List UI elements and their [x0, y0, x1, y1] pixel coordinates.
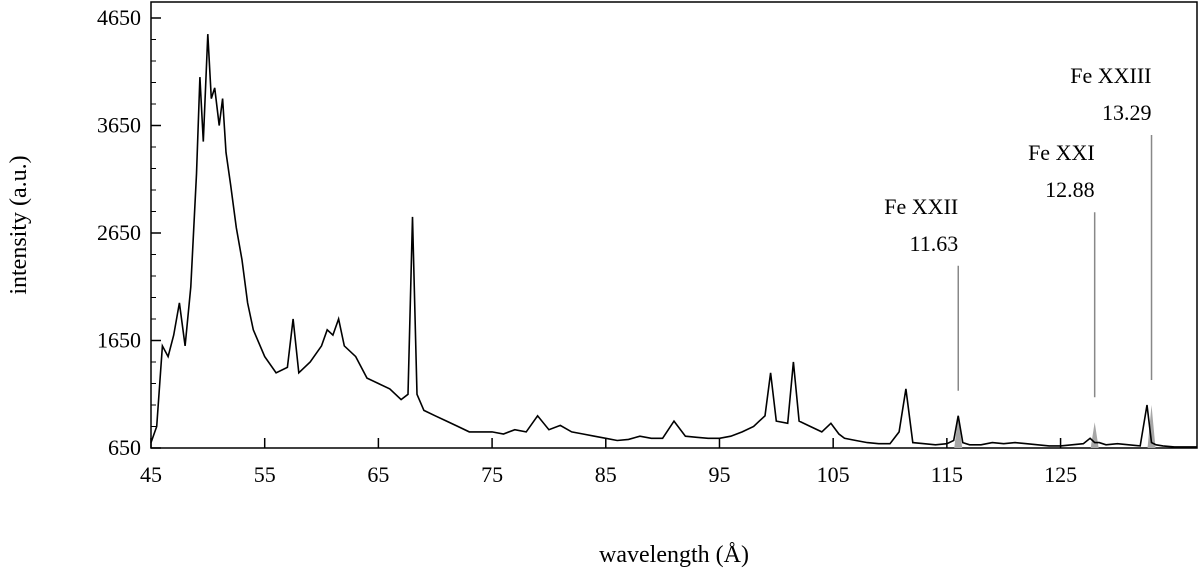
annotation-wavelength: 13.29: [1102, 100, 1152, 125]
annotation-ion-name: Fe XXI: [1028, 140, 1095, 165]
spectrum-line: [150, 34, 1197, 448]
annotation-wavelength: 11.63: [910, 231, 959, 256]
x-tick-label: 55: [254, 462, 276, 487]
highlighted-peak: [954, 415, 963, 448]
y-minor-ticks: [151, 39, 156, 427]
peak-annotations: 11.63 Fe XXII 12.88 Fe XXI 13.29 Fe XXIII: [884, 63, 1153, 398]
plot-frame: [150, 1, 1198, 449]
annotation-wavelength: 12.88: [1045, 177, 1095, 202]
highlighted-peaks: [954, 405, 1156, 448]
y-axis-ticks: 650 1650 2650 3650 4650: [97, 5, 161, 460]
y-tick-label: 4650: [97, 5, 141, 30]
highlighted-peak: [1090, 422, 1099, 448]
x-tick-label: 85: [595, 462, 617, 487]
x-tick-label: 75: [481, 462, 503, 487]
annotation-ion-name: Fe XXII: [884, 194, 958, 219]
x-axis-title: wavelength (Å): [599, 542, 749, 568]
x-tick-label: 65: [367, 462, 389, 487]
x-tick-label: 115: [931, 462, 963, 487]
x-tick-label: 45: [140, 462, 162, 487]
x-tick-label: 125: [1044, 462, 1077, 487]
y-tick-label: 1650: [97, 328, 141, 353]
y-axis-title: intensity (a.u.): [6, 155, 32, 294]
highlighted-peak: [1147, 405, 1156, 448]
annotation-ion-name: Fe XXIII: [1070, 63, 1151, 88]
x-tick-label: 95: [708, 462, 730, 487]
y-tick-label: 3650: [97, 113, 141, 138]
x-tick-label: 105: [817, 462, 850, 487]
y-tick-label: 2650: [97, 220, 141, 245]
y-tick-label: 650: [108, 435, 141, 460]
